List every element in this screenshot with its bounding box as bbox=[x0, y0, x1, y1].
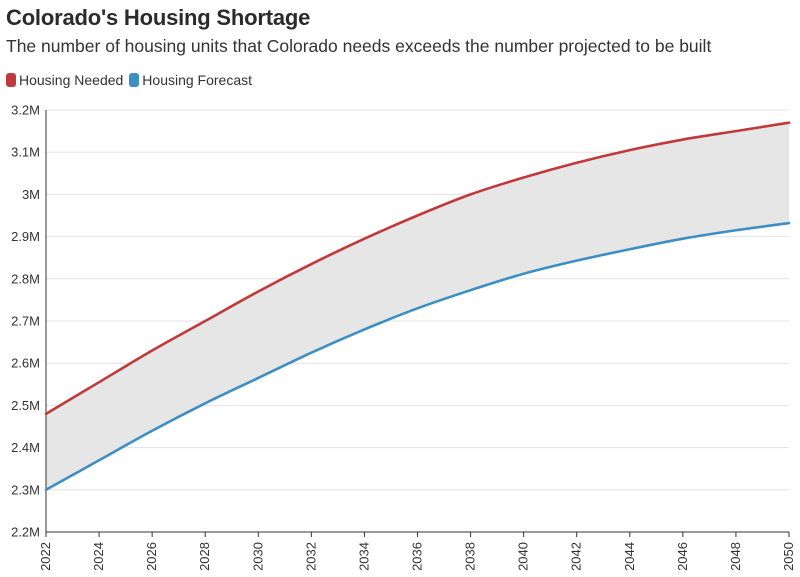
legend-label-housing-forecast: Housing Forecast bbox=[142, 72, 253, 88]
x-tick-label: 2030 bbox=[250, 542, 265, 571]
x-tick-label: 2040 bbox=[516, 542, 531, 571]
y-tick-label: 3M bbox=[22, 187, 40, 202]
x-tick-label: 2046 bbox=[675, 542, 690, 571]
legend-item-housing-needed[interactable]: Housing Needed bbox=[6, 72, 123, 88]
x-tick-label: 2034 bbox=[356, 542, 371, 571]
y-tick-label: 2.5M bbox=[11, 398, 40, 413]
x-tick-label: 2038 bbox=[463, 542, 478, 571]
y-tick-label: 2.8M bbox=[11, 271, 40, 286]
legend-swatch-housing-forecast bbox=[129, 73, 140, 87]
legend-swatch-housing-needed bbox=[6, 73, 16, 87]
legend: Housing Needed Housing Forecast bbox=[6, 72, 258, 88]
x-tick-label: 2022 bbox=[38, 542, 53, 571]
shaded-band bbox=[46, 122, 789, 490]
legend-item-housing-forecast[interactable]: Housing Forecast bbox=[129, 72, 252, 88]
y-tick-label: 2.7M bbox=[11, 314, 40, 329]
x-tick-label: 2048 bbox=[728, 542, 743, 571]
chart-title: Colorado's Housing Shortage bbox=[6, 5, 311, 30]
y-tick-label: 3.2M bbox=[11, 103, 40, 118]
x-tick-label: 2028 bbox=[197, 542, 212, 571]
y-tick-label: 3.1M bbox=[11, 145, 40, 160]
legend-label-housing-needed: Housing Needed bbox=[19, 72, 124, 88]
x-tick-label: 2050 bbox=[781, 542, 796, 571]
x-tick-label: 2036 bbox=[410, 542, 425, 571]
x-tick-label: 2044 bbox=[622, 542, 637, 571]
series-line-housing-needed bbox=[44, 121, 791, 416]
y-tick-label: 2.6M bbox=[11, 356, 40, 371]
y-tick-label: 2.4M bbox=[11, 440, 40, 455]
x-tick-label: 2042 bbox=[569, 542, 584, 571]
y-tick-label: 2.2M bbox=[11, 525, 40, 540]
series-line-housing-forecast bbox=[44, 221, 791, 492]
x-tick-label: 2026 bbox=[144, 542, 159, 571]
chart-subtitle: The number of housing units that Colorad… bbox=[6, 36, 712, 56]
y-tick-label: 2.9M bbox=[11, 229, 40, 244]
x-tick-label: 2024 bbox=[91, 542, 106, 571]
x-tick-label: 2032 bbox=[303, 542, 318, 571]
y-tick-label: 2.3M bbox=[11, 482, 40, 497]
